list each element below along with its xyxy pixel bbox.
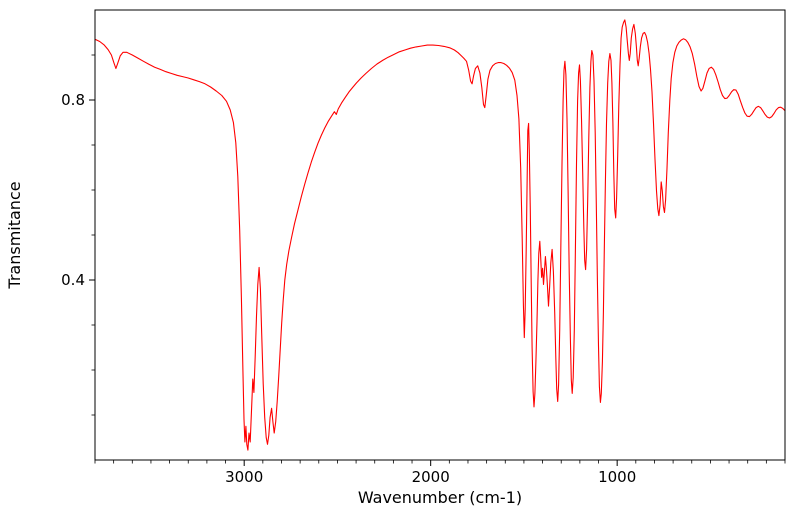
plot-area-border [94, 9, 786, 461]
plot-area [95, 10, 785, 460]
x-tick-label: 1000 [598, 468, 636, 486]
x-axis-label: Wavenumber (cm-1) [358, 488, 522, 507]
x-tick-label: 3000 [225, 468, 263, 486]
minor-ticks [91, 54, 786, 464]
tick-labels: 3000 2000 1000 0.4 0.8 [61, 91, 636, 486]
major-ticks [89, 99, 618, 466]
y-axis-label: Transmitance [5, 181, 24, 289]
x-tick-label: 2000 [412, 468, 450, 486]
y-tick-label: 0.8 [61, 91, 85, 109]
y-tick-label: 0.4 [61, 271, 85, 289]
spectrum-line [94, 19, 786, 451]
